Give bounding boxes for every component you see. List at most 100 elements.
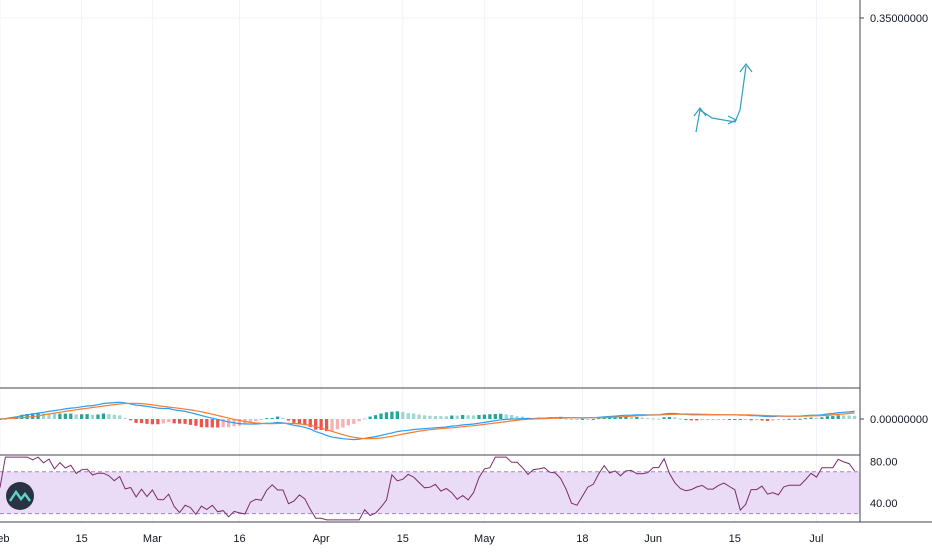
macd-histogram-bar	[52, 413, 57, 419]
macd-histogram-bar	[74, 414, 78, 419]
macd-histogram-bar	[575, 419, 579, 420]
macd-histogram-bar	[47, 413, 51, 419]
macd-histogram-bar	[787, 418, 791, 420]
macd-histogram-bar	[700, 419, 704, 421]
macd-histogram-bar	[640, 417, 644, 419]
macd-histogram-bar	[439, 416, 443, 419]
time-tick-label: Jul	[809, 533, 823, 545]
macd-histogram-bar	[450, 415, 454, 419]
macd-histogram-bar	[194, 419, 198, 426]
macd-histogram-bar	[852, 415, 857, 419]
macd-histogram-bar	[112, 414, 116, 419]
macd-histogram-bar	[412, 413, 416, 419]
macd-histogram-bar	[368, 416, 372, 419]
macd-histogram-bar	[477, 415, 481, 419]
time-tick-label: 15	[397, 533, 409, 545]
macd-histogram-bar	[624, 416, 628, 419]
axes	[0, 0, 932, 523]
macd-histogram-bar	[183, 419, 187, 424]
rsi-tick-label: 40.00	[870, 498, 898, 510]
macd-histogram-bar	[847, 415, 851, 419]
macd-histogram-bar	[335, 419, 340, 430]
macd-histogram-bar	[678, 418, 683, 420]
macd-histogram-bar	[216, 419, 220, 428]
macd-histogram-bar	[602, 417, 606, 419]
macd-histogram-bar	[373, 415, 378, 419]
macd-histogram-bar	[324, 419, 329, 432]
macd-histogram-bar	[63, 413, 67, 419]
time-tick-label: 18	[576, 533, 588, 545]
macd-histogram-bar	[782, 419, 786, 420]
macd-histogram-bar	[177, 419, 182, 424]
macd-histogram-bar	[656, 418, 661, 420]
macd-histogram-bar	[433, 416, 438, 419]
macd-histogram-bar	[482, 414, 487, 419]
macd-histogram-bar	[270, 417, 274, 419]
price-tick-label: 0.35000000	[870, 13, 928, 25]
macd-histogram-bar	[167, 419, 171, 423]
macd-histogram-bar	[765, 419, 770, 421]
macd-histogram-bar	[711, 419, 715, 420]
macd-histogram-bar	[662, 417, 666, 419]
arrow-head-1	[693, 107, 707, 117]
projection-arrow-path	[695, 65, 747, 133]
macd-histogram-bar	[330, 419, 334, 432]
macd-histogram-bar	[401, 411, 405, 419]
rsi-tick-label: 80.00	[870, 456, 898, 468]
macd-histogram-bar	[825, 416, 829, 419]
macd-histogram-bar	[248, 419, 253, 423]
macd-histogram-bar	[716, 419, 721, 420]
macd-histogram-bar	[651, 418, 655, 420]
macd-histogram-bar	[172, 419, 176, 424]
macd-histogram-bar	[444, 416, 448, 419]
arrow-head-3	[739, 63, 753, 73]
macd-histogram-bar	[520, 416, 525, 419]
macd-histogram-bar	[226, 419, 231, 428]
macd-histogram-bar	[466, 415, 470, 419]
rsi-band-fill	[0, 471, 860, 514]
arrow-head-2	[727, 115, 738, 125]
macd-histogram-bar	[831, 416, 835, 419]
macd-histogram-bar	[80, 414, 84, 419]
time-tick-label: 15	[76, 533, 88, 545]
macd-histogram-bar	[591, 419, 595, 420]
macd-histogram-bar	[156, 419, 160, 425]
time-tick-label: Feb	[0, 533, 9, 545]
macd-tick-label: 0.00000000	[870, 414, 928, 426]
grid	[0, 0, 860, 522]
macd-histogram-bar	[760, 419, 764, 421]
macd-histogram-bar	[286, 419, 291, 421]
time-tick-label: May	[474, 533, 495, 545]
macd-histogram-bar	[744, 419, 748, 420]
macd-histogram-bar	[96, 414, 100, 419]
macd-histogram-bar	[733, 419, 737, 420]
macd-histogram-bar	[292, 419, 296, 423]
macd-histogram-bar	[123, 417, 127, 419]
macd-histogram-bar	[667, 416, 672, 419]
macd-histogram-bar	[814, 417, 819, 419]
macd-histogram-bar	[586, 419, 590, 420]
macd-histogram-bar	[689, 419, 693, 421]
macd-histogram-bar	[90, 414, 95, 419]
macd-histogram-bar	[314, 419, 318, 430]
macd-histogram-bar	[515, 416, 519, 419]
macd-histogram-bar	[798, 418, 802, 420]
macd-histogram-bar	[237, 419, 242, 426]
macd-histogram-bar	[357, 419, 361, 422]
macd-histogram-bar	[722, 419, 726, 420]
macd-histogram-bar	[319, 419, 323, 431]
macd-histogram-bar	[564, 418, 568, 420]
time-tick-label: Mar	[143, 533, 162, 545]
macd-histogram-bar	[41, 413, 46, 419]
macd-histogram-bar	[618, 416, 623, 419]
macd-histogram-bar	[461, 415, 465, 419]
macd-histogram-bar	[341, 419, 345, 428]
series	[0, 401, 857, 521]
macd-histogram-bar	[384, 412, 389, 419]
macd-histogram-bar	[793, 418, 797, 420]
macd-histogram-bar	[422, 415, 427, 419]
logo-mark	[9, 489, 31, 502]
macd-histogram-bar	[352, 419, 356, 424]
